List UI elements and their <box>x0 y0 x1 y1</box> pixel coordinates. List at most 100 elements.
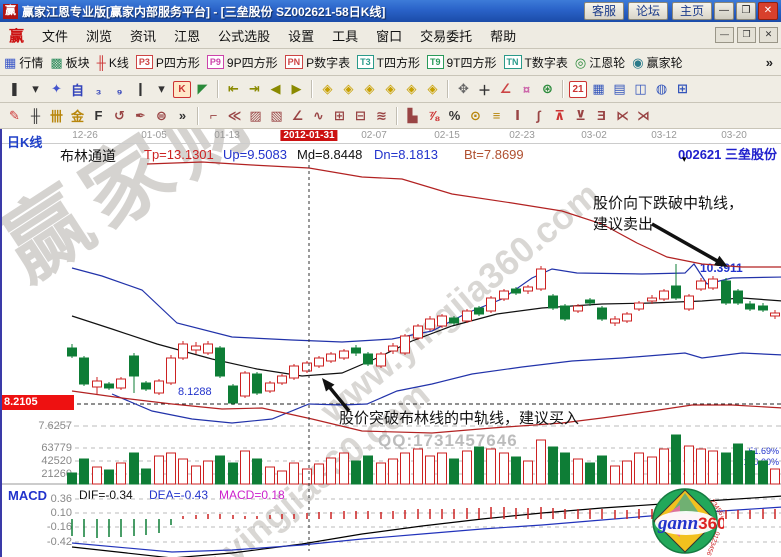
crosshair-icon[interactable]: ＋ <box>477 82 491 98</box>
gann-box-icon[interactable]: ▨ <box>249 107 262 123</box>
customer-service-button[interactable]: 客服 <box>583 2 624 20</box>
menu-settings[interactable]: 设置 <box>288 28 315 44</box>
toolbar-button-T数字表[interactable]: TN T数字表 <box>503 54 568 71</box>
trend-angle-icon[interactable]: ∠ <box>291 107 304 123</box>
more-tools-icon[interactable]: » <box>178 108 187 123</box>
toolbar-button-T四方形[interactable]: T3 T四方形 <box>357 54 420 71</box>
export-icon[interactable]: ◍ <box>655 81 668 96</box>
menu-stock-picker[interactable]: 公式选股 <box>218 28 271 44</box>
menu-gann[interactable]: 江恩 <box>174 28 201 44</box>
notebook-icon[interactable]: ▤ <box>613 81 626 96</box>
cross-lines-icon[interactable]: ⋉ <box>616 107 629 123</box>
gold-levels-icon[interactable]: ≡ <box>492 108 501 123</box>
stripes-icon[interactable]: ≋ <box>376 107 387 123</box>
macd-pane-label[interactable]: MACD <box>8 488 47 503</box>
calendar-icon[interactable]: 21 <box>569 80 587 98</box>
pencil-icon[interactable]: ✎ <box>9 107 20 123</box>
current-price-marker: 8.2105 <box>2 395 74 410</box>
menu-browse[interactable]: 浏览 <box>86 28 113 44</box>
zoom-right-icon[interactable]: ◈ <box>343 81 354 96</box>
fibonacci-icon[interactable]: F <box>94 108 103 123</box>
menu-tools[interactable]: 工具 <box>332 28 359 44</box>
next-icon[interactable]: ▶ <box>291 81 302 96</box>
child-restore-button[interactable]: ❒ <box>737 27 756 43</box>
gold-angle-icon[interactable]: ⊻ <box>575 107 586 123</box>
gann-square-icon[interactable]: ▧ <box>270 107 283 123</box>
menu-trading[interactable]: 交易委托 <box>420 28 473 44</box>
ladder-icon[interactable]: Ǝ <box>597 108 606 123</box>
toolbar-button-P数字表[interactable]: PN P数字表 <box>284 54 350 71</box>
save-icon[interactable]: ◫ <box>634 81 647 96</box>
zoom-all-icon[interactable]: ◈ <box>385 81 396 96</box>
chart9-icon[interactable]: ₉ <box>116 81 123 97</box>
grid-tool-icon[interactable]: ╫ <box>30 108 41 123</box>
close-button[interactable]: ✕ <box>758 2 778 20</box>
spiral-icon[interactable]: ↺ <box>114 107 125 123</box>
prev-icon[interactable]: ◀ <box>270 81 281 96</box>
brain-icon[interactable]: ⊛ <box>542 81 553 96</box>
mirror-lines-icon[interactable]: ⋊ <box>637 107 650 123</box>
bar-style-icon[interactable]: ❙ <box>135 81 146 96</box>
channel-icon[interactable]: ⊟ <box>355 107 366 123</box>
toolbar-overflow-button[interactable]: » <box>765 54 773 70</box>
kline-window-icon[interactable]: K <box>173 80 191 98</box>
toolbar-button-K线[interactable]: ╫ K线 <box>97 54 129 71</box>
menu-file[interactable]: 文件 <box>42 28 69 44</box>
calculator-icon[interactable]: ▦ <box>592 81 605 96</box>
homepage-button[interactable]: 主页 <box>671 2 712 20</box>
grid-box-icon[interactable]: ⊞ <box>334 107 345 123</box>
kline-style-icon[interactable]: ❚ <box>9 81 20 96</box>
pillar-icon[interactable]: Ⅰ <box>515 107 520 123</box>
dropdown-icon[interactable]: ▾ <box>32 81 39 96</box>
wave-tool-icon[interactable]: ∿ <box>313 107 324 123</box>
zoom-h-icon[interactable]: ◈ <box>364 81 375 96</box>
curve-icon[interactable]: ∫ <box>536 108 541 123</box>
circle-tool-icon[interactable]: ⊜ <box>156 107 167 123</box>
toolbar-button-江恩轮[interactable]: ◎ 江恩轮 <box>575 54 625 71</box>
pen-icon[interactable]: ✒ <box>135 107 146 123</box>
macd-scale-2: 0.10 <box>50 507 72 519</box>
indicator-name[interactable]: 布林通道 <box>60 148 116 164</box>
gold-grid-icon[interactable]: 金 <box>70 109 84 124</box>
stock-symbol-label[interactable]: 002621 三垒股份 <box>678 147 777 162</box>
menu-window[interactable]: 窗口 <box>376 28 403 44</box>
menu-help[interactable]: 帮助 <box>490 28 517 44</box>
box-tool-icon[interactable]: ⌐ <box>209 108 218 123</box>
percent78-icon[interactable]: ⅞ <box>428 108 439 123</box>
zoom-left-icon[interactable]: ◈ <box>322 81 333 96</box>
toolbar-button-P四方形[interactable]: P3 P四方形 <box>135 54 200 71</box>
data-icon[interactable]: ⊞ <box>677 81 688 96</box>
window-icon[interactable]: ✦ <box>51 81 62 96</box>
chart3-icon[interactable]: ₃ <box>95 81 102 97</box>
maximize-button[interactable]: ❒ <box>736 2 756 20</box>
toolbar-button-9T四方形[interactable]: T9 9T四方形 <box>426 54 497 71</box>
steps-icon[interactable]: ▙ <box>407 107 418 123</box>
percent-icon[interactable]: % <box>448 108 461 123</box>
dropdown-icon[interactable]: ▾ <box>158 81 165 96</box>
menu-news[interactable]: 资讯 <box>130 28 157 44</box>
flag-icon[interactable]: ◤ <box>197 81 208 96</box>
fan-lines-icon[interactable]: ≪ <box>227 107 242 123</box>
tool-icon[interactable]: ¤ <box>522 81 531 97</box>
symbol-dropdown-icon[interactable]: ▾ <box>682 154 687 164</box>
gann-grid-icon[interactable]: 卌 <box>49 109 63 124</box>
toolbar-button-赢家轮[interactable]: ◉ 赢家轮 <box>632 54 682 71</box>
pan-hand-icon[interactable]: ✥ <box>458 81 469 96</box>
forum-button[interactable]: 论坛 <box>627 2 668 20</box>
child-minimize-button[interactable]: — <box>715 27 734 43</box>
toolbar-button-板块[interactable]: ▩ 板块 <box>50 54 89 71</box>
child-close-button[interactable]: ✕ <box>759 27 778 43</box>
toolbar-button-行情[interactable]: ▦ 行情 <box>4 54 43 71</box>
toolbar-button-9P四方形[interactable]: P9 9P四方形 <box>206 54 278 71</box>
last-page-icon[interactable]: ⇥ <box>249 81 260 96</box>
zoom-reset-icon[interactable]: ◈ <box>427 81 438 96</box>
first-page-icon[interactable]: ⇤ <box>228 81 239 96</box>
gold-circle-icon[interactable]: ⊙ <box>470 107 481 123</box>
date-label: 01-05 <box>141 130 167 141</box>
f-angle-icon[interactable]: ⊼ <box>554 107 565 123</box>
angle-tool-icon[interactable]: ∠ <box>499 81 512 96</box>
minimize-button[interactable]: — <box>714 2 734 20</box>
auto-icon[interactable]: 自 <box>70 82 84 98</box>
kline-chart-canvas[interactable] <box>2 129 781 557</box>
zoom-v-icon[interactable]: ◈ <box>406 81 417 96</box>
